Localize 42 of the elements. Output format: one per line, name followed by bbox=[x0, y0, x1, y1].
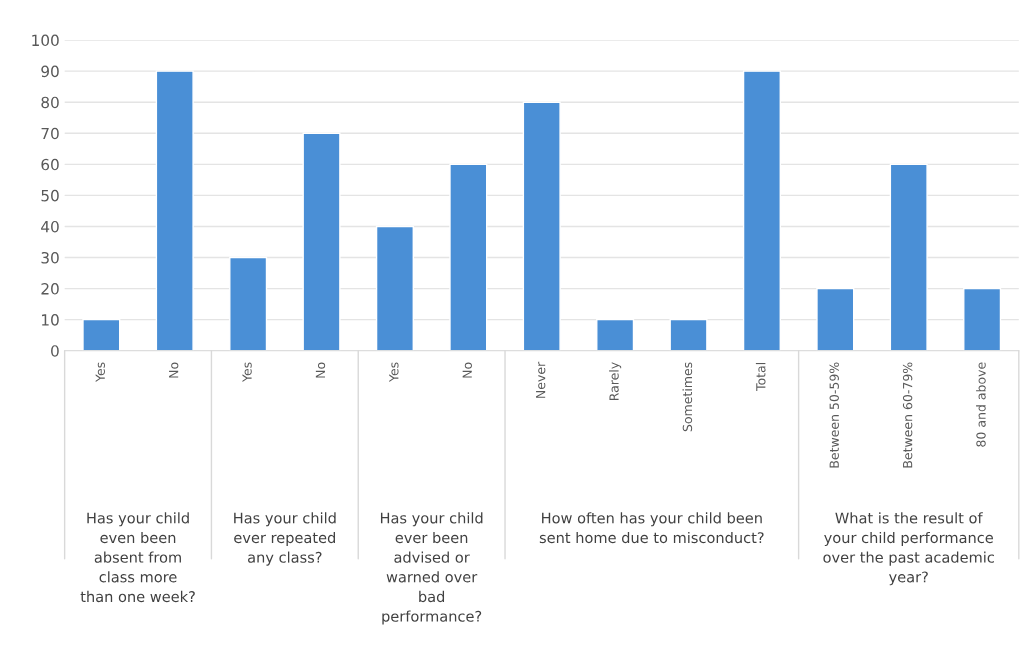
y-tick-label: 100 bbox=[32, 34, 59, 47]
x-tick-label: Between 60-79% bbox=[902, 362, 913, 468]
bar bbox=[742, 70, 781, 351]
text: How often has your child been sent home due to misconduct? bbox=[539, 512, 764, 544]
y-tick-label: 70 bbox=[41, 127, 59, 140]
y-tick-label: 10 bbox=[42, 314, 59, 326]
bar bbox=[229, 256, 268, 351]
y-tick-label: 50 bbox=[41, 189, 59, 202]
x-tick-label: No bbox=[169, 362, 179, 378]
bar bbox=[82, 318, 121, 351]
y-tick-label: 90 bbox=[41, 65, 59, 78]
bar bbox=[522, 101, 561, 351]
x-tick-label: Yes bbox=[95, 362, 105, 383]
bar bbox=[669, 318, 708, 351]
x-tick-label: Yes bbox=[242, 362, 252, 383]
bar bbox=[889, 163, 928, 351]
text: Has your child ever repeated any class? bbox=[234, 512, 336, 566]
y-tick-label: 60 bbox=[41, 158, 59, 171]
y-tick-label: 20 bbox=[41, 283, 59, 295]
bar bbox=[816, 287, 855, 351]
x-tick-label: Yes bbox=[389, 362, 399, 383]
x-tick-label: Never bbox=[536, 361, 546, 398]
x-tick-label: Rarely bbox=[609, 362, 622, 401]
y-tick-label: 40 bbox=[41, 220, 59, 233]
y-tick-label: 0 bbox=[51, 345, 59, 357]
text: Has your child ever been advised or warned over bad performance? bbox=[380, 512, 483, 625]
x-tick-label: 80 and above bbox=[976, 362, 986, 447]
bar bbox=[963, 287, 1002, 351]
text: What is the result of your child performance over the past academic year? bbox=[823, 512, 994, 586]
x-tick-label: Total bbox=[755, 362, 766, 392]
text: Has your child even been absent from class more than one week? bbox=[80, 512, 195, 603]
bar bbox=[375, 225, 414, 351]
bar bbox=[155, 70, 194, 351]
bar bbox=[596, 318, 635, 351]
bar bbox=[302, 132, 341, 351]
y-tick-label: 80 bbox=[41, 96, 59, 109]
x-tick-label: Sometimes bbox=[682, 362, 693, 432]
x-tick-label: No bbox=[462, 362, 472, 378]
x-tick-label: No bbox=[315, 362, 326, 378]
x-tick-label: Between 50-59% bbox=[829, 362, 839, 468]
y-tick-label: 30 bbox=[41, 251, 59, 264]
bar bbox=[449, 163, 488, 351]
